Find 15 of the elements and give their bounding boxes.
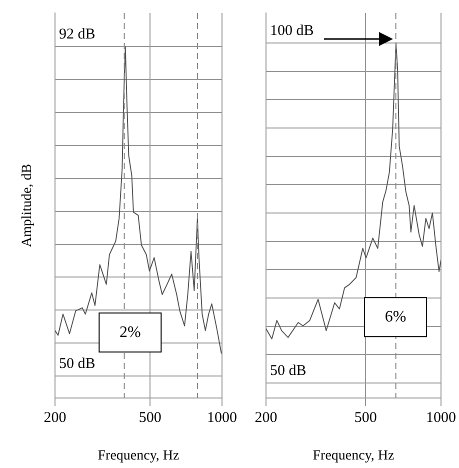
y-tick-label: 50 dB — [270, 362, 306, 379]
annotation: 2% — [119, 324, 141, 341]
y-axis-title: Amplitude, dB — [20, 164, 36, 248]
x-tick-label: 200 — [254, 410, 278, 426]
x-tick-label: 500 — [138, 410, 162, 426]
x-axis-title: Frequency, Hz — [98, 448, 180, 464]
x-tick-label: 1000 — [426, 410, 456, 426]
x-tick-label: 1000 — [207, 410, 237, 426]
x-tick-label: 500 — [354, 410, 377, 426]
x-axis-title: Frequency, Hz — [312, 448, 394, 464]
y-tick-label: 50 dB — [59, 356, 96, 372]
y-tick-label: 100 dB — [270, 22, 314, 39]
x-tick-label: 200 — [44, 410, 66, 426]
y-tick-label: 92 dB — [59, 26, 96, 43]
annotation: 6% — [384, 308, 406, 326]
